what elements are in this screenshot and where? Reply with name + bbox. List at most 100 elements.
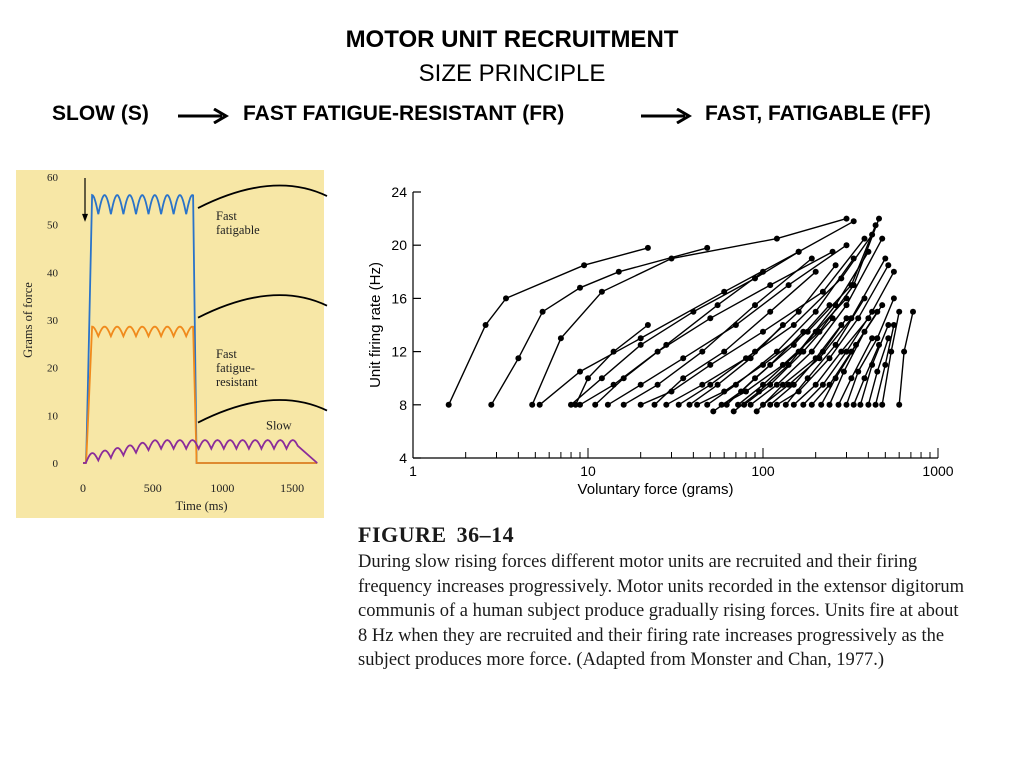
data-point [850, 282, 857, 289]
data-point [773, 235, 780, 242]
force-time-chart: 0 10 20 30 40 50 60 0 500 1000 1500 Time (ms) Grams … [21, 172, 328, 513]
data-point [812, 328, 819, 335]
firing-rate-chart: 4 8 12 16 20 24 1 10 100 1000 Voluntary force (gra… [367, 184, 954, 498]
data-point [819, 288, 826, 295]
data-point [882, 361, 889, 368]
data-point [747, 401, 754, 408]
unit-curve [531, 217, 847, 406]
data-point [663, 341, 670, 348]
data-point [838, 348, 845, 355]
series-line [83, 439, 318, 464]
data-point [644, 322, 651, 328]
data-point [790, 341, 797, 348]
unit-curve [726, 304, 831, 406]
y-tick-label: 4 [399, 450, 407, 466]
data-point [790, 401, 797, 408]
data-point [482, 322, 489, 328]
data-point [651, 401, 658, 408]
data-point [901, 348, 908, 355]
data-point [581, 262, 588, 269]
data-point [557, 335, 564, 342]
data-point [779, 381, 786, 388]
data-point [529, 401, 536, 408]
data-point [812, 268, 819, 275]
series-label: fatigue- [216, 361, 255, 375]
data-point [539, 308, 546, 315]
y-tick-label: 20 [391, 237, 407, 253]
data-point [714, 381, 721, 388]
data-point [865, 401, 872, 408]
data-point [808, 348, 815, 355]
arrow-right-icon [178, 108, 229, 124]
data-point [654, 381, 661, 388]
data-point [795, 248, 802, 255]
data-point [800, 401, 807, 408]
data-point [690, 308, 697, 315]
data-point [840, 368, 847, 375]
data-point [637, 401, 644, 408]
twitch-curve [197, 184, 328, 209]
y-tick-label: 0 [53, 458, 59, 470]
force-time-chart-panel: 0 10 20 30 40 50 60 0 500 1000 1500 Time (ms) Grams … [16, 170, 328, 518]
data-point [876, 215, 882, 222]
data-point [857, 401, 864, 408]
data-point [644, 244, 651, 251]
data-point [843, 315, 850, 322]
series-label: Slow [266, 419, 292, 433]
caption-text: During slow rising forces different moto… [358, 552, 965, 670]
data-point [707, 381, 714, 388]
x-axis-label: Time (ms) [176, 499, 228, 513]
data-point [879, 235, 886, 242]
arrow-right-icon [641, 108, 692, 124]
data-point [735, 401, 741, 408]
unit-curve [574, 324, 649, 406]
data-point [790, 381, 797, 388]
data-point [855, 368, 862, 375]
data-point [699, 348, 706, 355]
data-point [832, 302, 839, 309]
y-tick-label: 40 [47, 267, 59, 279]
data-point [752, 302, 758, 309]
data-point [874, 368, 881, 375]
data-point [699, 381, 706, 388]
data-point [835, 401, 842, 408]
data-point [568, 401, 574, 408]
x-tick-label: 1000 [922, 463, 953, 479]
data-point [721, 288, 728, 295]
sequence-fast-fatigue-resistant: FAST FATIGUE-RESISTANT (FR) [243, 102, 565, 125]
unit-curve [539, 220, 855, 406]
data-point [779, 322, 786, 328]
data-point [732, 381, 739, 388]
series-label: fatigable [216, 223, 260, 237]
series-label: Fast [216, 209, 237, 223]
data-point [721, 348, 728, 355]
y-tick-label: 20 [47, 363, 59, 375]
data-point [808, 255, 815, 262]
data-point [843, 302, 850, 309]
data-point [890, 322, 897, 328]
data-point [577, 284, 583, 291]
data-point [779, 361, 786, 368]
unit-curve [490, 247, 708, 406]
data-point [675, 401, 682, 408]
data-point [572, 401, 579, 408]
data-point [861, 328, 868, 335]
data-point [694, 401, 701, 408]
slide-title: MOTOR UNIT RECRUITMENT [345, 26, 679, 53]
data-point [741, 401, 748, 408]
data-point [743, 388, 749, 395]
data-point [843, 215, 850, 222]
y-axis-label: Grams of force [21, 282, 35, 358]
series-line [83, 193, 318, 464]
unit-curve [665, 234, 873, 406]
data-point [865, 248, 872, 255]
data-point [818, 401, 825, 408]
data-point [829, 315, 836, 322]
stimulus-arrow-icon [82, 213, 88, 222]
y-tick-label: 24 [391, 184, 407, 200]
data-point [855, 315, 862, 322]
data-point [804, 375, 811, 382]
recruitment-sequence: SLOW (S) FAST FATIGUE-RESISTANT (FR) FAS… [0, 102, 1024, 132]
data-point [843, 295, 850, 302]
data-point [861, 295, 868, 302]
